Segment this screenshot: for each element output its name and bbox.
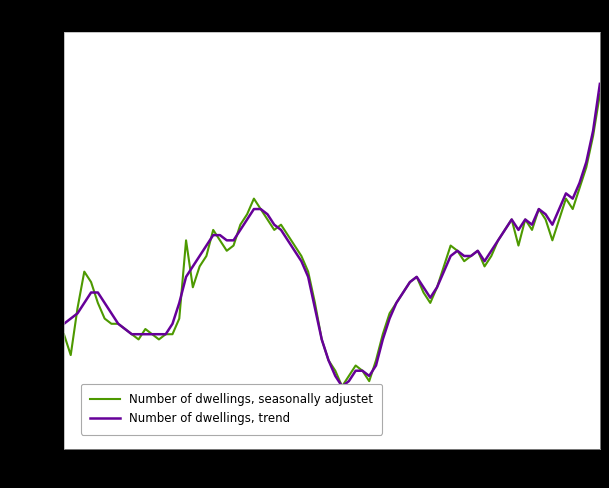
Number of dwellings, seasonally adjustet bbox=[298, 253, 305, 259]
Number of dwellings, seasonally adjustet bbox=[413, 274, 420, 280]
Number of dwellings, seasonally adjustet bbox=[393, 300, 400, 306]
Number of dwellings, seasonally adjustet bbox=[596, 91, 604, 97]
Line: Number of dwellings, trend: Number of dwellings, trend bbox=[64, 84, 600, 386]
Number of dwellings, trend bbox=[542, 211, 549, 217]
Number of dwellings, trend bbox=[339, 384, 346, 389]
Number of dwellings, trend bbox=[434, 285, 441, 290]
Legend: Number of dwellings, seasonally adjustet, Number of dwellings, trend: Number of dwellings, seasonally adjustet… bbox=[80, 384, 382, 435]
Number of dwellings, trend bbox=[393, 300, 400, 306]
Number of dwellings, seasonally adjustet bbox=[339, 384, 346, 389]
Number of dwellings, seasonally adjustet bbox=[60, 331, 68, 337]
Number of dwellings, trend bbox=[413, 274, 420, 280]
Number of dwellings, trend bbox=[596, 81, 604, 87]
Number of dwellings, seasonally adjustet bbox=[386, 310, 393, 316]
Number of dwellings, seasonally adjustet bbox=[542, 217, 549, 223]
Number of dwellings, seasonally adjustet bbox=[434, 285, 441, 290]
Number of dwellings, trend bbox=[386, 316, 393, 322]
Number of dwellings, trend bbox=[298, 258, 305, 264]
Number of dwellings, trend bbox=[60, 321, 68, 327]
Line: Number of dwellings, seasonally adjustet: Number of dwellings, seasonally adjustet bbox=[64, 94, 600, 386]
